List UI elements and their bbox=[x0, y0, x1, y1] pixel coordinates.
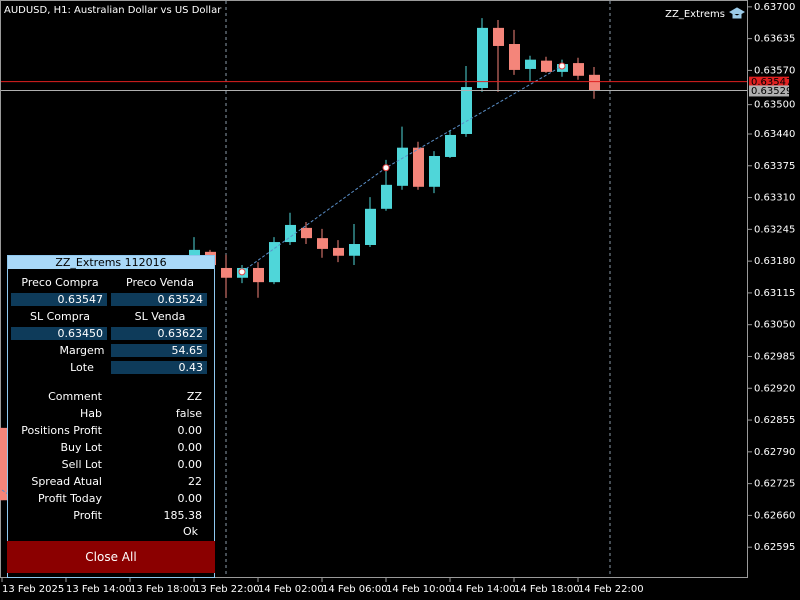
header-label: SL Compra bbox=[30, 310, 90, 323]
y-tick-label: 0.63500 bbox=[754, 100, 795, 111]
y-tick-label: 0.63635 bbox=[754, 34, 795, 45]
candle-body bbox=[397, 147, 408, 186]
sl-field: 0.63622 bbox=[111, 327, 207, 340]
header-label: SL Venda bbox=[134, 310, 186, 323]
indicator-name: ZZ_Extrems bbox=[665, 9, 725, 20]
candle-body bbox=[333, 247, 344, 256]
candle-body bbox=[429, 155, 440, 187]
x-tick-label: 13 Feb 22:00 bbox=[194, 584, 260, 595]
candle-body bbox=[445, 134, 456, 157]
x-tick-label: 14 Feb 14:00 bbox=[450, 584, 516, 595]
candle-body bbox=[221, 267, 232, 278]
header-label: Preco Compra bbox=[21, 276, 99, 289]
x-tick-label: 14 Feb 02:00 bbox=[258, 584, 324, 595]
candle-body bbox=[301, 227, 312, 239]
y-tick-label: 0.63115 bbox=[754, 288, 795, 299]
row-label: Profit Today bbox=[37, 492, 102, 505]
row-label: Profit bbox=[73, 509, 102, 522]
candle-body bbox=[413, 147, 424, 187]
price-tag-label: 0.63547 bbox=[751, 77, 792, 88]
candle-body bbox=[365, 208, 376, 245]
y-tick-label: 0.63375 bbox=[754, 161, 795, 172]
x-tick-label: 13 Feb 14:00 bbox=[66, 584, 132, 595]
x-tick-label: 13 Feb 18:00 bbox=[130, 584, 196, 595]
y-tick-label: 0.63050 bbox=[754, 320, 795, 331]
close-all-button[interactable]: Close All bbox=[7, 541, 215, 573]
lot-field: 0.43 bbox=[111, 361, 207, 374]
y-tick-label: 0.63180 bbox=[754, 256, 795, 267]
y-tick-label: 0.63570 bbox=[754, 65, 795, 76]
candle-body bbox=[0, 427, 8, 501]
row-value: 185.38 bbox=[163, 509, 203, 522]
y-tick-label: 0.62790 bbox=[754, 447, 795, 458]
price-tag bbox=[749, 85, 789, 97]
candle-body bbox=[317, 238, 328, 249]
row-label: Buy Lot bbox=[60, 441, 102, 454]
candle-body bbox=[477, 27, 488, 89]
row-value: false bbox=[175, 407, 202, 420]
row-value: 0.00 bbox=[177, 424, 203, 437]
price-tag bbox=[749, 76, 789, 88]
candle-body bbox=[269, 242, 280, 283]
status-text: Ok bbox=[182, 525, 198, 538]
candle-body bbox=[349, 244, 360, 256]
zigzag-point bbox=[238, 268, 246, 276]
zigzag-point bbox=[382, 164, 390, 172]
y-tick-label: 0.62985 bbox=[754, 351, 795, 362]
x-tick-label: 14 Feb 06:00 bbox=[322, 584, 388, 595]
chart-title: AUDUSD, H1: Australian Dollar vs US Doll… bbox=[4, 5, 222, 16]
row-value: 0.00 bbox=[177, 441, 203, 454]
indicator-icon bbox=[728, 7, 746, 19]
candle-body bbox=[461, 87, 472, 134]
ea-panel: ZZ_Extrems 112016 Preco Compra Preco Ven… bbox=[7, 255, 215, 578]
candle-body bbox=[253, 267, 264, 283]
candle-body bbox=[493, 27, 504, 46]
chart-frame bbox=[0, 0, 748, 578]
row-label: Positions Profit bbox=[21, 424, 102, 437]
y-tick-label: 0.62660 bbox=[754, 510, 795, 521]
row-label: Comment bbox=[48, 390, 102, 403]
candle-body bbox=[285, 224, 296, 243]
x-tick-label: 14 Feb 22:00 bbox=[578, 584, 644, 595]
margin-field: 54.65 bbox=[111, 344, 207, 357]
margin-label: Margem bbox=[59, 344, 105, 357]
x-tick-label: 13 Feb 2025 bbox=[2, 584, 64, 595]
row-value: 0.00 bbox=[177, 492, 203, 505]
header-label: Preco Venda bbox=[126, 276, 194, 289]
price-field: 0.63524 bbox=[111, 293, 207, 306]
y-tick-label: 0.63310 bbox=[754, 193, 795, 204]
y-tick-label: 0.63245 bbox=[754, 224, 795, 235]
y-tick-label: 0.62855 bbox=[754, 415, 795, 426]
x-tick-label: 14 Feb 10:00 bbox=[386, 584, 452, 595]
sl-field: 0.63450 bbox=[11, 327, 107, 340]
y-tick-label: 0.63440 bbox=[754, 129, 795, 140]
row-label: Sell Lot bbox=[61, 458, 102, 471]
row-value: 0.00 bbox=[177, 458, 203, 471]
row-label: Spread Atual bbox=[31, 475, 102, 488]
candle-body bbox=[509, 44, 520, 70]
zigzag-point bbox=[558, 62, 566, 70]
candle-body bbox=[381, 184, 392, 209]
candle-body bbox=[541, 60, 552, 72]
row-label: Hab bbox=[80, 407, 102, 420]
price-field: 0.63547 bbox=[11, 293, 107, 306]
y-tick-label: 0.62725 bbox=[754, 479, 795, 490]
y-tick-label: 0.62595 bbox=[754, 542, 795, 553]
candle-body bbox=[589, 74, 600, 91]
price-tag-label: 0.63529 bbox=[751, 86, 792, 97]
candle-body bbox=[573, 63, 584, 76]
candle-body bbox=[525, 59, 536, 69]
row-value: 22 bbox=[188, 475, 202, 488]
y-tick-label: 0.63700 bbox=[754, 2, 795, 13]
panel-title: ZZ_Extrems 112016 bbox=[8, 256, 214, 269]
row-value: ZZ bbox=[186, 390, 202, 403]
x-tick-label: 14 Feb 18:00 bbox=[514, 584, 580, 595]
lot-label: Lote bbox=[70, 361, 94, 374]
y-tick-label: 0.62920 bbox=[754, 383, 795, 394]
